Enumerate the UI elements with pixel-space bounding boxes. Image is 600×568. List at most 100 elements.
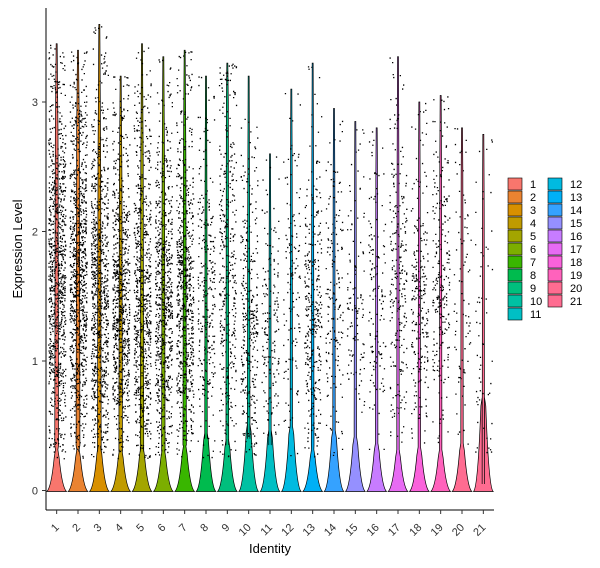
violin-group-14	[323, 108, 345, 492]
legend-label: 5	[530, 231, 536, 243]
x-tick-label-5: 5	[134, 522, 147, 535]
y-axis: 0 1 2 3	[32, 8, 47, 510]
jitter-points-7	[176, 51, 195, 458]
legend-swatch	[547, 203, 563, 217]
legend-item-12: 12	[547, 177, 582, 191]
legend-item-21: 21	[547, 294, 582, 308]
violin-group-4	[109, 75, 132, 492]
legend-swatch	[507, 203, 523, 217]
legend-item-9: 9	[507, 281, 536, 295]
violin-16	[365, 127, 388, 492]
violin-17	[387, 56, 409, 492]
plot-area	[45, 23, 495, 492]
violin-group-8	[195, 75, 217, 492]
jitter-points-11	[261, 156, 280, 436]
legend-swatch	[507, 216, 523, 230]
violin-7	[173, 49, 196, 492]
legend-label: 8	[530, 270, 536, 282]
legend-label: 19	[570, 270, 582, 282]
violin-group-20	[451, 127, 473, 492]
legend-label: 2	[530, 192, 536, 204]
legend-label: 20	[570, 283, 582, 295]
x-tick-label-7: 7	[177, 522, 190, 535]
violin-group-5	[131, 43, 153, 492]
x-tick-label-6: 6	[156, 522, 169, 535]
legend-item-1: 1	[507, 177, 536, 191]
jitter-points-path-3	[90, 26, 110, 458]
legend-swatch	[507, 268, 523, 282]
violin-9	[216, 62, 239, 492]
jitter-points-17	[389, 57, 408, 443]
legend-label: 7	[530, 257, 536, 269]
x-tick-label-12: 12	[279, 522, 296, 539]
violin-group-15	[344, 121, 367, 492]
legend-label: 16	[570, 231, 582, 243]
x-tick-label-20: 20	[450, 522, 467, 539]
jitter-points-path-13	[304, 66, 323, 458]
jitter-points-6	[154, 59, 174, 456]
violin-6	[152, 56, 175, 492]
y-tick-label: 1	[32, 356, 38, 368]
violin-group-7	[173, 49, 196, 492]
legend-label: 3	[530, 205, 536, 217]
x-tick-label-16: 16	[365, 522, 382, 539]
legend-swatch	[547, 281, 563, 295]
jitter-points-path-12	[283, 93, 301, 457]
legend-item-11: 11	[507, 307, 541, 321]
x-axis: 1 2 3 4 5 6 7 8 9 10 11 12 13 14 15 16 17 18 19 20 21	[46, 509, 494, 539]
jitter-points-path-17	[389, 57, 408, 443]
violin-group-19	[429, 95, 452, 492]
legend-item-10: 10	[507, 294, 542, 308]
legend-swatch	[507, 229, 523, 243]
violin-group-6	[152, 56, 175, 492]
legend-item-20: 20	[547, 281, 582, 295]
legend-label: 4	[530, 218, 536, 230]
legend-item-6: 6	[507, 242, 536, 256]
violin-group-9	[216, 62, 239, 492]
legend-swatch	[507, 190, 523, 204]
legend-label: 21	[570, 296, 582, 308]
violin-5	[131, 43, 153, 492]
jitter-points-path-1	[48, 44, 67, 460]
legend-item-19: 19	[547, 268, 582, 282]
x-tick-label-17: 17	[386, 522, 403, 539]
legend-swatch	[547, 229, 563, 243]
jitter-points-path-10	[240, 118, 259, 456]
legend-swatch	[547, 255, 563, 269]
legend-swatch	[507, 177, 523, 191]
legend-item-4: 4	[507, 216, 536, 230]
violin-group-1	[45, 43, 68, 492]
jitter-points-path-4	[112, 76, 131, 460]
legend-label: 9	[530, 283, 536, 295]
x-tick-label-13: 13	[301, 522, 318, 539]
legend-label: 15	[570, 218, 582, 230]
y-tick-label: 0	[32, 486, 38, 498]
x-tick-label-11: 11	[259, 522, 276, 539]
legend-item-13: 13	[547, 190, 582, 204]
x-tick-label-2: 2	[70, 522, 83, 535]
jitter-points-10	[240, 118, 259, 456]
jitter-points-9	[218, 63, 238, 458]
x-tick-label-3: 3	[92, 522, 105, 535]
jitter-points-12	[283, 93, 301, 457]
violin-group-10	[237, 75, 260, 492]
legend-item-3: 3	[507, 203, 536, 217]
legend-swatch	[507, 242, 523, 256]
legend-label: 11	[530, 309, 541, 321]
legend-item-7: 7	[507, 255, 536, 269]
violin-20	[451, 127, 473, 492]
legend-swatch	[547, 216, 563, 230]
legend-label: 6	[530, 244, 536, 256]
violin-group-21	[472, 134, 495, 492]
violin-10	[237, 75, 260, 492]
x-tick-label-15: 15	[343, 522, 360, 539]
legend-swatch	[507, 294, 523, 308]
legend-item-8: 8	[507, 268, 536, 282]
legend-label: 1	[530, 179, 536, 191]
violin-11	[259, 153, 281, 492]
violin-19	[429, 95, 452, 492]
legend-item-16: 16	[547, 229, 582, 243]
violin-group-11	[259, 153, 281, 492]
